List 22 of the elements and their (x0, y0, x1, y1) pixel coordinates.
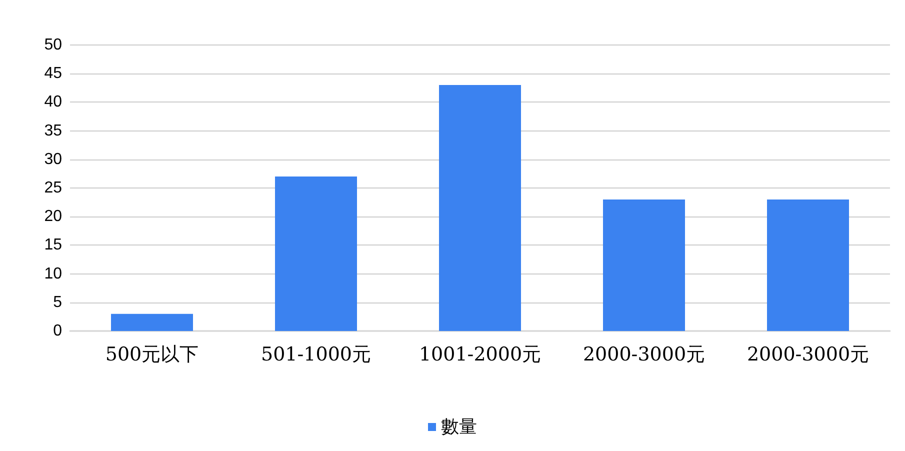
x-tick-label: 2000-3000元 (582, 344, 706, 366)
y-tick-label: 35 (44, 122, 62, 140)
x-tick-label: 2000-3000元 (746, 344, 870, 366)
x-tick-label: 1001-2000元 (418, 344, 542, 366)
legend-label: 數量 (441, 416, 477, 438)
y-tick-label: 50 (44, 36, 62, 54)
x-tick-label: 501-1000元 (260, 344, 372, 366)
y-tick-label: 10 (44, 265, 62, 282)
bar (111, 314, 193, 331)
bar (603, 199, 685, 331)
bar (275, 176, 357, 331)
y-tick-label: 45 (44, 65, 62, 82)
y-tick-label: 15 (44, 236, 62, 254)
y-tick-label: 20 (44, 208, 62, 226)
bar (439, 85, 521, 331)
y-tick-label: 0 (53, 322, 62, 340)
y-tick-label: 30 (44, 150, 62, 168)
y-tick-label: 5 (53, 294, 62, 311)
y-tick-label: 25 (44, 180, 62, 196)
x-tick-label: 500元以下 (105, 344, 199, 366)
bar (767, 199, 849, 331)
y-tick-label: 40 (44, 94, 62, 111)
